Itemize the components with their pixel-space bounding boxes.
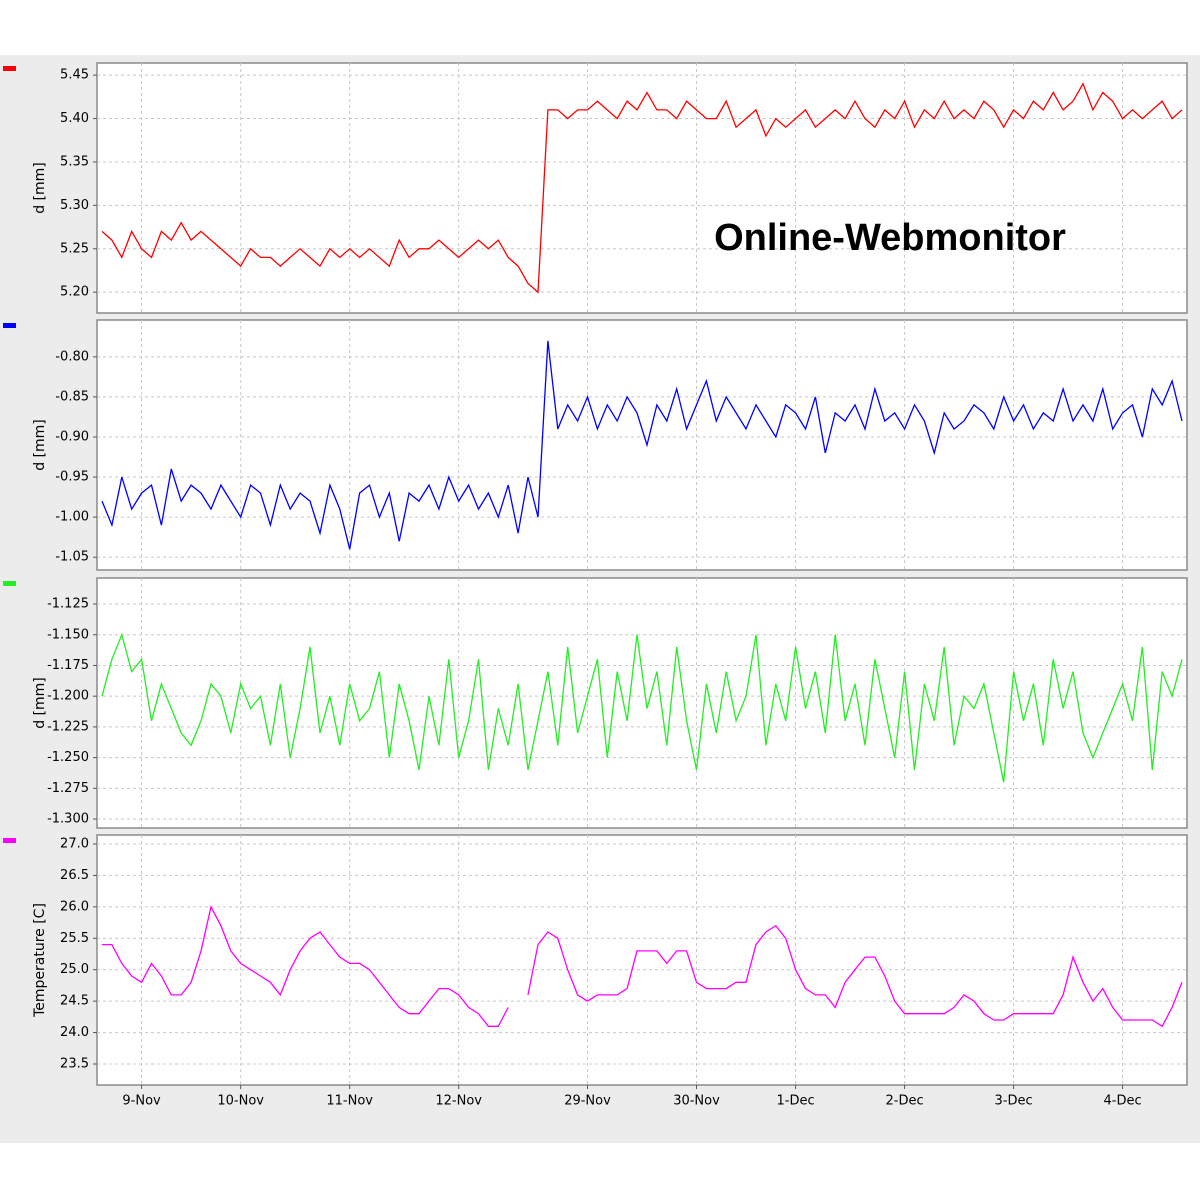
x-tick-label: 2-Dec — [886, 1094, 924, 1109]
y-tick-label: 24.0 — [60, 1025, 89, 1040]
y-tick-label: 26.5 — [60, 868, 89, 883]
data-line — [101, 632, 1183, 783]
y-tick-label: 5.30 — [60, 198, 89, 213]
y-tick-label: -1.05 — [55, 550, 89, 565]
y-tick-label: -1.275 — [47, 781, 89, 796]
data-line — [101, 82, 1183, 294]
y-tick-label: 23.5 — [60, 1057, 89, 1072]
plot-area — [96, 62, 1188, 314]
y-tick-label: 25.5 — [60, 931, 89, 946]
plot-area — [96, 834, 1188, 1086]
y-tick-label: -0.95 — [55, 470, 89, 485]
y-tick-label: -1.200 — [47, 689, 89, 704]
legend-swatch — [3, 581, 16, 586]
x-tick-label: 3-Dec — [995, 1094, 1033, 1109]
y-tick-label: 26.0 — [60, 899, 89, 914]
y-tick-label: 25.0 — [60, 962, 89, 977]
y-tick-label: -1.150 — [47, 627, 89, 642]
y-tick-label: -1.225 — [47, 719, 89, 734]
legend-swatch — [3, 323, 16, 328]
y-tick-label: -0.80 — [55, 349, 89, 364]
y-tick-label: 5.40 — [60, 111, 89, 126]
y-tick-label: -0.90 — [55, 429, 89, 444]
data-line — [101, 340, 1183, 550]
y-tick-label: 5.35 — [60, 154, 89, 169]
y-tick-label: -1.175 — [47, 658, 89, 673]
x-tick-label: 29-Nov — [564, 1094, 611, 1109]
x-tick-label: 12-Nov — [435, 1094, 482, 1109]
y-tick-label: 5.45 — [60, 68, 89, 83]
annotation: Online-Webmonitor — [714, 217, 1066, 259]
y-tick-label: 5.20 — [60, 285, 89, 300]
plot-area — [96, 577, 1188, 829]
y-axis-label: d [mm] — [32, 677, 48, 729]
x-tick-label: 10-Nov — [217, 1094, 264, 1109]
plot-area — [96, 319, 1188, 571]
y-tick-label: -0.85 — [55, 389, 89, 404]
x-tick-label: 30-Nov — [673, 1094, 720, 1109]
x-tick-label: 11-Nov — [326, 1094, 373, 1109]
x-tick-label: 1-Dec — [777, 1094, 815, 1109]
y-tick-label: -1.300 — [47, 812, 89, 827]
x-tick-label: 9-Nov — [122, 1094, 161, 1109]
y-tick-label: -1.00 — [55, 510, 89, 525]
y-axis-label: Temperature [C] — [32, 903, 48, 1018]
y-tick-label: 24.5 — [60, 994, 89, 1009]
legend-swatch — [3, 838, 16, 843]
y-axis-label: d [mm] — [32, 162, 48, 214]
data-line — [102, 905, 1183, 1028]
legend-swatch — [3, 66, 16, 71]
y-tick-label: 5.25 — [60, 241, 89, 256]
y-axis-label: d [mm] — [32, 419, 48, 471]
y-tick-label: -1.250 — [47, 750, 89, 765]
y-tick-label: -1.125 — [47, 597, 89, 612]
y-tick-label: 27.0 — [60, 836, 89, 851]
x-tick-label: 4-Dec — [1104, 1094, 1142, 1109]
